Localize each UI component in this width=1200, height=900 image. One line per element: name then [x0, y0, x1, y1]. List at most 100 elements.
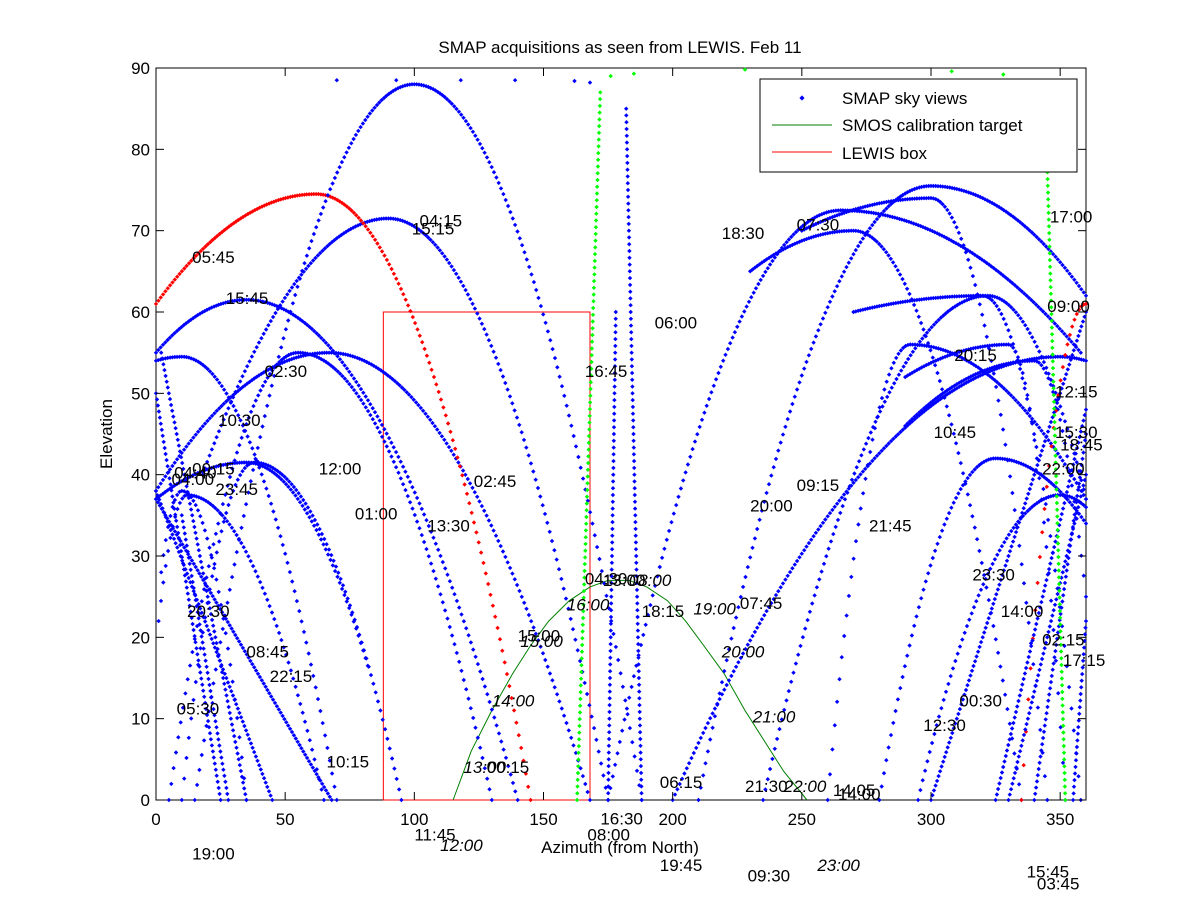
sky-view-point: [941, 759, 946, 764]
sky-view-point: [593, 225, 599, 230]
sky-view-point: [971, 663, 976, 669]
sky-view-point: [489, 523, 494, 528]
sky-view-point: [476, 540, 481, 545]
sky-view-point: [773, 456, 779, 462]
sky-view-point: [312, 768, 317, 774]
sky-view-point: [924, 184, 929, 189]
sky-view-point: [1020, 370, 1025, 376]
sky-view-point: [260, 585, 265, 590]
sky-view-point: [526, 612, 532, 618]
sky-view-point: [589, 339, 595, 344]
sky-view-point: [579, 663, 584, 668]
sky-view-point: [199, 574, 204, 579]
sky-view-point: [953, 721, 958, 726]
sky-view-point: [974, 599, 979, 604]
sky-view-point: [189, 716, 194, 721]
sky-view-point: [943, 311, 948, 316]
sky-view-point: [260, 383, 266, 389]
sky-view-point: [217, 539, 222, 544]
sky-view-point: [1060, 760, 1066, 765]
sky-view-point: [1067, 362, 1072, 367]
sky-view-point: [239, 540, 244, 546]
sky-view-point: [389, 440, 394, 445]
sky-view-point: [1076, 481, 1082, 486]
sky-view-point: [924, 296, 929, 301]
sky-view-point: [861, 209, 867, 214]
pass-track: [1045, 163, 1068, 803]
sky-view-point: [471, 520, 477, 525]
sky-view-point: [1039, 428, 1044, 433]
sky-view-point: [587, 420, 592, 425]
sky-view-point: [386, 435, 392, 441]
sky-view-point: [1074, 356, 1079, 361]
sky-view-point: [209, 617, 215, 623]
sky-view-point: [308, 662, 314, 667]
sky-view-point: [313, 685, 318, 690]
sky-view-point: [1079, 685, 1084, 690]
sky-view-point: [766, 482, 772, 487]
sky-view-point: [236, 413, 241, 418]
sky-view-point: [480, 146, 485, 151]
sky-view-point: [612, 397, 617, 403]
sky-view-point: [326, 547, 332, 552]
sky-view-point: [757, 262, 762, 267]
sky-view-point: [195, 568, 200, 573]
sky-view-point: [323, 199, 328, 204]
pass-time-label: 01:00: [355, 504, 398, 523]
sky-view-point: [226, 704, 231, 710]
sky-view-point: [345, 596, 350, 601]
sky-view-point: [545, 520, 550, 525]
sky-view-point: [949, 505, 954, 510]
sky-view-point: [303, 501, 308, 506]
sky-view-point: [448, 429, 453, 434]
sky-view-point: [1028, 641, 1034, 646]
sky-view-point: [391, 459, 396, 464]
sky-view-point: [638, 743, 643, 748]
sky-view-point: [1083, 625, 1088, 630]
sky-view-point: [586, 433, 592, 439]
sky-view-point: [461, 677, 466, 683]
sky-view-point: [375, 241, 380, 246]
sky-view-point: [1052, 544, 1057, 550]
sky-view-point: [398, 459, 403, 464]
sky-view-point: [349, 384, 354, 390]
pass-time-label: 12:15: [1055, 382, 1098, 401]
sky-view-point: [896, 351, 901, 356]
sky-view-point: [207, 369, 213, 374]
sky-view-point: [977, 255, 982, 261]
sky-view-point: [750, 633, 755, 639]
sky-view-point: [1074, 460, 1079, 465]
sky-view-point: [652, 583, 658, 588]
sky-view-point: [742, 309, 747, 314]
sky-view-point: [157, 497, 162, 502]
sky-view-point: [594, 544, 600, 550]
sky-view-point: [762, 499, 767, 504]
sky-view-point: [944, 235, 949, 241]
sky-view-point: [959, 236, 964, 241]
sky-view-point: [604, 593, 609, 598]
y-tick-label: 20: [131, 628, 150, 647]
sky-view-point: [575, 777, 580, 782]
sky-view-point: [432, 424, 438, 429]
sky-view-point: [579, 669, 584, 675]
sky-view-point: [228, 495, 233, 500]
sky-view-point: [457, 605, 462, 610]
sky-view-point: [841, 210, 847, 216]
sky-view-point: [365, 114, 370, 119]
sky-view-point: [216, 652, 221, 657]
sky-view-point: [232, 458, 237, 463]
sky-view-point: [1029, 700, 1034, 705]
x-tick-label: 50: [276, 810, 295, 829]
sky-view-point: [229, 626, 234, 631]
sky-view-point: [179, 269, 185, 274]
sky-view-point: [253, 754, 259, 759]
pass-time-label: 15:30: [1055, 423, 1098, 442]
sky-view-point: [648, 602, 653, 608]
sky-view-point: [1004, 748, 1010, 753]
sky-view-point: [827, 772, 833, 777]
sky-view-point: [1051, 608, 1056, 613]
pass-track: [153, 297, 520, 803]
sky-view-point: [577, 730, 582, 735]
sky-view-point: [153, 350, 159, 355]
sky-view-point: [285, 195, 291, 200]
